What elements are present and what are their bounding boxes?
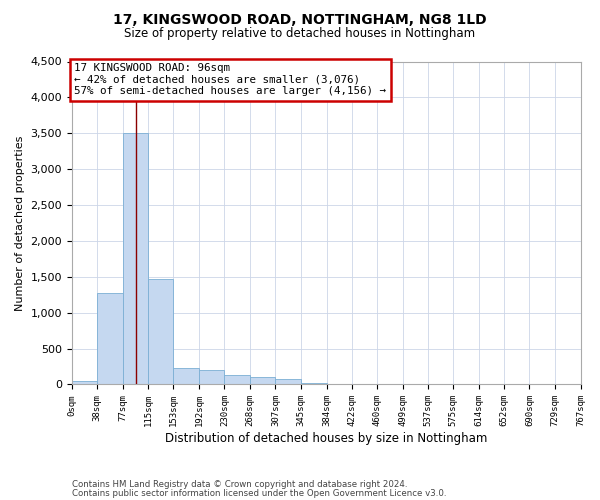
Bar <box>250 377 275 384</box>
Bar <box>72 381 97 384</box>
Bar <box>199 370 224 384</box>
Text: 17 KINGSWOOD ROAD: 96sqm
← 42% of detached houses are smaller (3,076)
57% of sem: 17 KINGSWOOD ROAD: 96sqm ← 42% of detach… <box>74 63 386 96</box>
Text: 17, KINGSWOOD ROAD, NOTTINGHAM, NG8 1LD: 17, KINGSWOOD ROAD, NOTTINGHAM, NG8 1LD <box>113 12 487 26</box>
Y-axis label: Number of detached properties: Number of detached properties <box>15 136 25 310</box>
Bar <box>123 134 148 384</box>
Text: Contains HM Land Registry data © Crown copyright and database right 2024.: Contains HM Land Registry data © Crown c… <box>72 480 407 489</box>
Bar <box>148 279 173 384</box>
Bar <box>301 383 326 384</box>
Text: Size of property relative to detached houses in Nottingham: Size of property relative to detached ho… <box>124 28 476 40</box>
Bar <box>173 368 199 384</box>
Bar <box>97 294 123 384</box>
Bar <box>224 375 250 384</box>
Text: Contains public sector information licensed under the Open Government Licence v3: Contains public sector information licen… <box>72 489 446 498</box>
X-axis label: Distribution of detached houses by size in Nottingham: Distribution of detached houses by size … <box>165 432 487 445</box>
Bar <box>275 379 301 384</box>
